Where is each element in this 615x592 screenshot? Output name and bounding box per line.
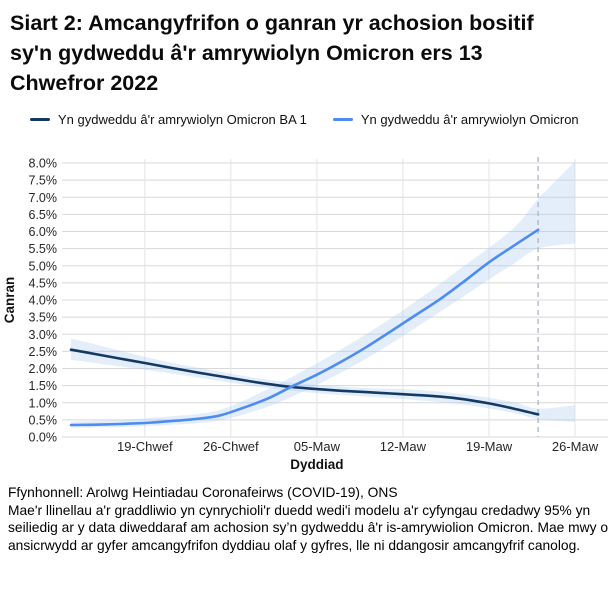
y-tick-label: 0.5% [29, 413, 58, 427]
y-axis-title: Canran [2, 277, 17, 324]
legend-line-swatch-icon [30, 118, 50, 121]
y-tick-label: 4.5% [29, 276, 58, 290]
source-line: Ffynhonnell: Arolwg Heintiadau Coronafei… [8, 485, 398, 500]
x-tick-label: 19-Chwef [117, 439, 173, 454]
y-tick-label: 4.0% [29, 294, 58, 308]
x-tick-label: 26-Maw [552, 439, 599, 454]
source-note: Ffynhonnell: Arolwg Heintiadau Coronafei… [8, 484, 612, 554]
y-tick-label: 8.0% [29, 157, 58, 171]
chart-title: Siart 2: Amcangyfrifon o ganran yr achos… [10, 11, 534, 95]
confidence-band-ba1 [71, 338, 575, 422]
y-tick-label: 2.0% [29, 362, 58, 376]
y-tick-label: 2.5% [29, 345, 58, 359]
x-tick-label: 05-Maw [294, 439, 341, 454]
confidence-band-omicron [71, 161, 575, 428]
legend-item-ba1: Yn gydweddu â'r amrywiolyn Omicron BA 1 [30, 112, 307, 127]
y-tick-label: 3.0% [29, 328, 58, 342]
legend: Yn gydweddu â'r amrywiolyn Omicron BA 1 Y… [30, 112, 615, 127]
x-tick-label: 12-Maw [380, 439, 427, 454]
y-tick-label: 5.5% [29, 242, 58, 256]
line-omicron [69, 228, 540, 427]
y-tick-label: 6.0% [29, 225, 58, 239]
note-line: Mae'r llinellau a'r graddliwio yn cynryc… [8, 502, 608, 553]
x-axis-title: Dyddiad [290, 457, 343, 472]
y-tick-label: 5.0% [29, 259, 58, 273]
y-tick-label: 0.0% [29, 431, 58, 445]
legend-item-omicron: Yn gydweddu â'r amrywiolyn Omicron [332, 112, 579, 127]
y-tick-label: 3.5% [29, 311, 58, 325]
legend-line-swatch-icon [332, 118, 353, 121]
y-tick-label: 1.0% [29, 396, 58, 410]
y-tick-label: 7.5% [29, 174, 58, 188]
y-tick-label: 6.5% [29, 208, 58, 222]
x-tick-label: 26-Chwef [203, 439, 259, 454]
x-tick-label: 19-Maw [466, 439, 513, 454]
line-ba1 [69, 348, 540, 416]
legend-label: Yn gydweddu â'r amrywiolyn Omicron [360, 112, 579, 127]
chart-plot: 8.0% 7.5% 7.0% 6.5% 6.0% 5.5% 5.0% 4.5% 4.0% 3.5%… [2, 157, 608, 472]
legend-label: Yn gydweddu â'r amrywiolyn Omicron BA 1 [58, 112, 307, 127]
y-tick-label: 1.5% [29, 379, 58, 393]
y-tick-label: 7.0% [29, 191, 58, 205]
